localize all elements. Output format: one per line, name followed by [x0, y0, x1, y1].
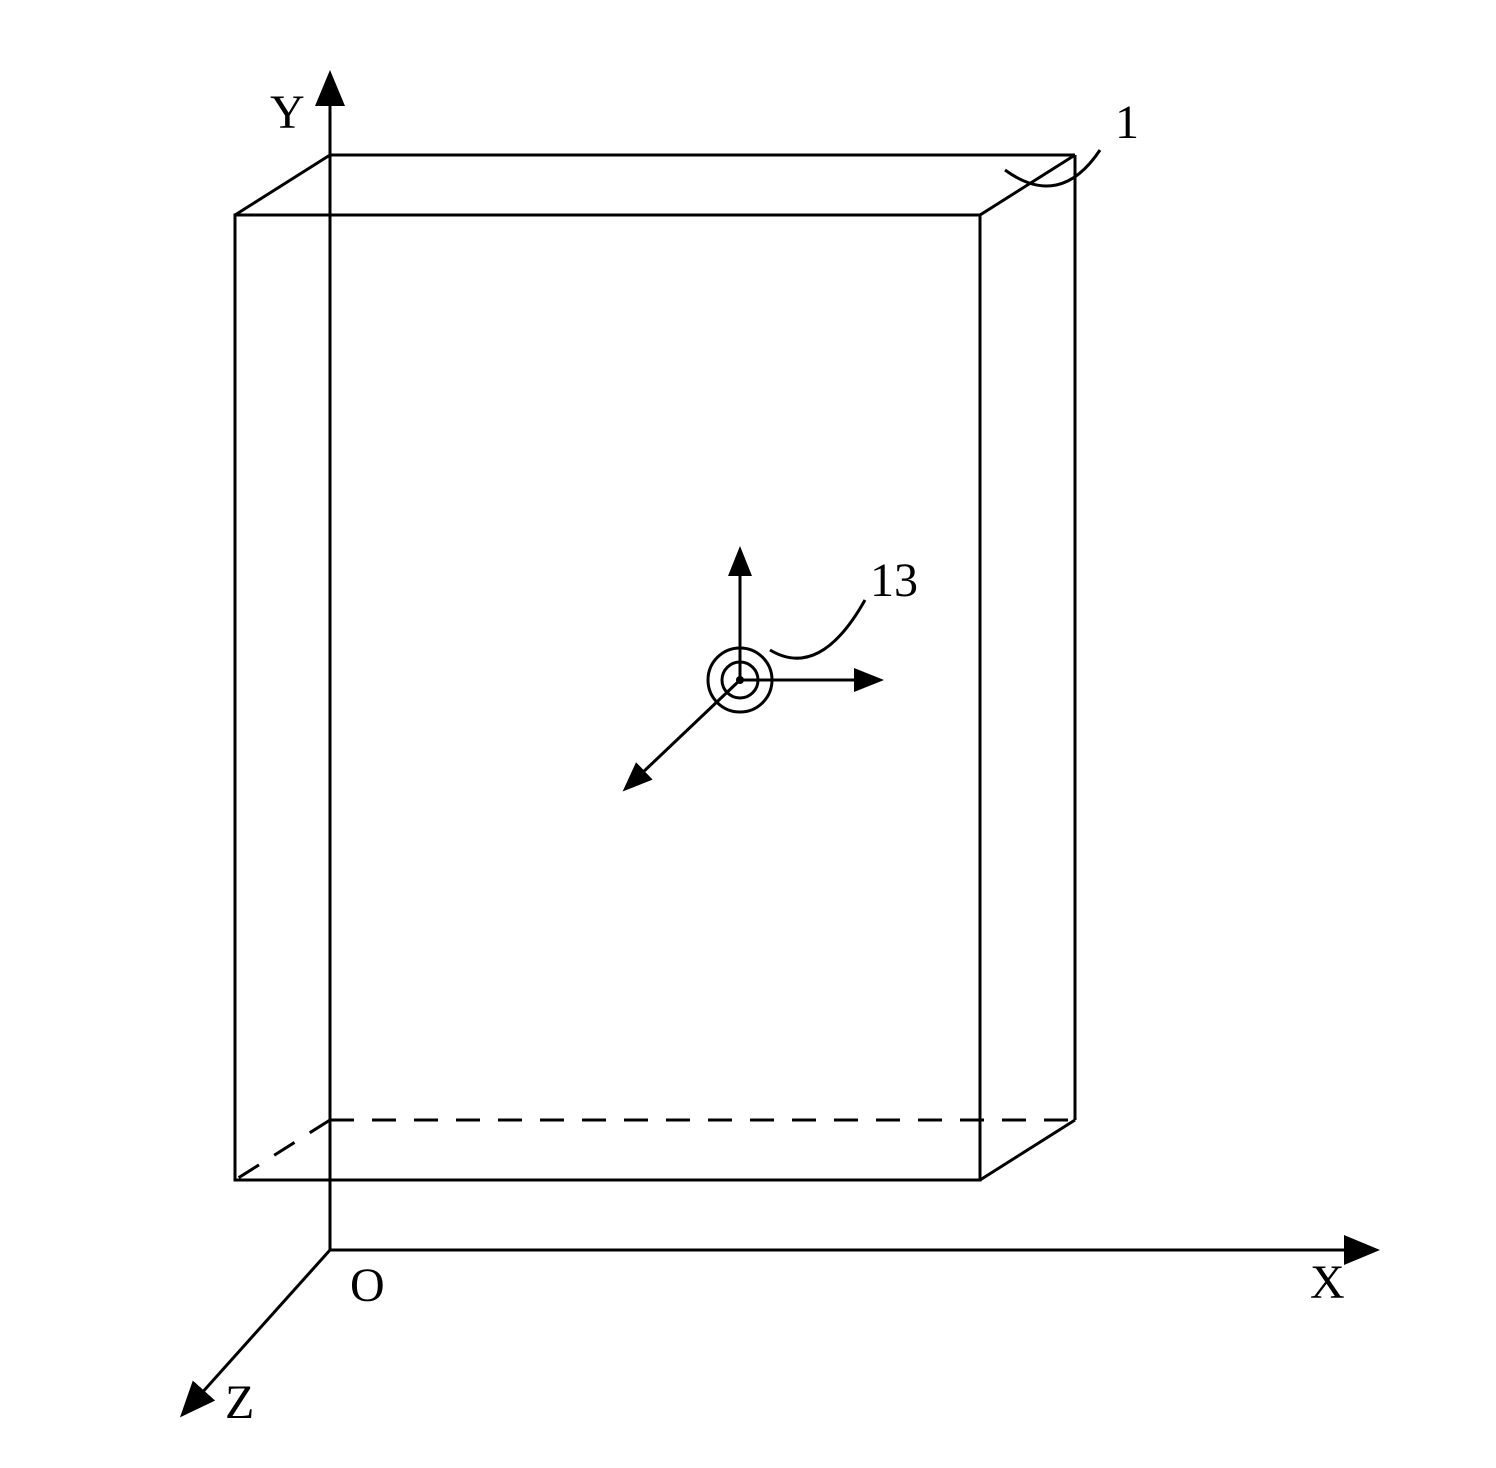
mini-axis-z	[640, 680, 740, 775]
y-axis-label: Y	[270, 85, 305, 140]
callout-13-label: 13	[870, 553, 918, 608]
origin-label: O	[350, 1258, 385, 1313]
box-front-face	[235, 215, 980, 1180]
x-axis-label: X	[1310, 1255, 1345, 1310]
z-axis-label: Z	[225, 1375, 254, 1430]
box-edge-bottom-left-hidden	[235, 1120, 330, 1180]
diagram-svg	[0, 0, 1496, 1468]
z-axis	[200, 1250, 330, 1395]
box-edge-bottom-right	[980, 1120, 1075, 1180]
callout-13-arc	[770, 600, 865, 658]
callout-1-label: 1	[1115, 95, 1139, 150]
box-edge-top-left	[235, 155, 330, 215]
